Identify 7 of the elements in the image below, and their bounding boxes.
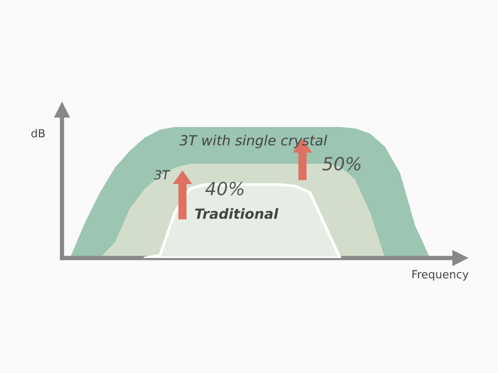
annotation: 50%	[322, 156, 360, 171]
x-axis-title: Frequency	[412, 270, 468, 281]
annotation: 40%	[205, 182, 244, 196]
y-axis-title: dB	[31, 128, 45, 138]
series-label: 3T	[154, 170, 170, 180]
series-label: 3T with single crystal	[179, 134, 328, 148]
series-label: Traditional	[195, 208, 278, 219]
